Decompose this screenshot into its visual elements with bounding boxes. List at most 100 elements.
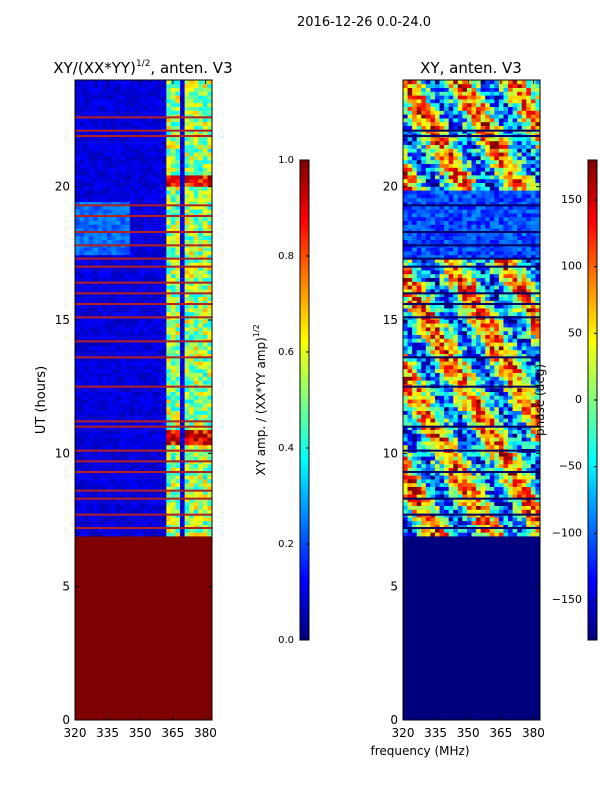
heatmap-cell	[161, 262, 167, 267]
heatmap-cell	[466, 471, 472, 476]
heatmap-cell	[166, 311, 172, 316]
heatmap-cell	[143, 156, 149, 161]
heatmap-cell	[79, 463, 85, 468]
heatmap-cell	[198, 433, 204, 438]
heatmap-cell	[508, 437, 513, 442]
heatmap-cell	[202, 292, 208, 297]
heatmap-cell	[102, 475, 108, 480]
heatmap-cell	[129, 494, 135, 499]
heatmap-cell	[193, 425, 199, 430]
heatmap-cell	[152, 380, 158, 385]
heatmap-cell	[425, 372, 431, 377]
heatmap-cell	[84, 254, 90, 259]
heatmap-cell	[152, 406, 158, 411]
heatmap-cell	[120, 418, 126, 423]
heatmap-cell	[111, 498, 117, 503]
heatmap-cell	[125, 285, 131, 290]
heatmap-cell	[143, 319, 149, 324]
heatmap-cell	[521, 422, 527, 427]
heatmap-cell	[170, 224, 176, 229]
heatmap-cell	[79, 323, 85, 328]
heatmap-cell	[88, 300, 94, 305]
heatmap-cell	[198, 330, 204, 335]
heatmap-cell	[517, 486, 523, 491]
heatmap-cell	[93, 273, 99, 278]
heatmap-cell	[184, 353, 190, 358]
heatmap-cell	[143, 467, 149, 472]
heatmap-cell	[97, 467, 103, 472]
heatmap-cell	[175, 99, 181, 104]
heatmap-cell	[521, 463, 527, 468]
heatmap-cell	[134, 216, 140, 221]
heatmap-cell	[93, 235, 99, 240]
heatmap-cell	[471, 532, 477, 537]
heatmap-cell	[138, 159, 144, 164]
heatmap-cell	[530, 433, 536, 438]
heatmap-cell	[202, 216, 208, 221]
heatmap-cell	[207, 403, 213, 408]
heatmap-cell	[202, 106, 208, 111]
heatmap-cell	[148, 205, 154, 210]
heatmap-cell	[75, 528, 80, 533]
heatmap-cell	[138, 406, 144, 411]
heatmap-cell	[116, 376, 122, 381]
heatmap-cell	[102, 486, 108, 491]
heatmap-cell	[152, 357, 158, 362]
heatmap-cell	[152, 452, 158, 457]
heatmap-cell	[198, 106, 204, 111]
heatmap-cell	[425, 509, 431, 514]
heatmap-cell	[180, 175, 185, 180]
heatmap-cell	[111, 528, 117, 533]
heatmap-cell	[111, 163, 117, 168]
heatmap-cell	[462, 437, 468, 442]
heatmap-cell	[521, 414, 527, 419]
heatmap-cell	[143, 346, 149, 351]
heatmap-cell	[129, 323, 135, 328]
heatmap-cell	[134, 342, 140, 347]
heatmap-cell	[79, 262, 85, 267]
heatmap-cell	[193, 175, 199, 180]
heatmap-cell	[170, 80, 176, 85]
heatmap-cell	[439, 444, 445, 449]
heatmap-cell	[180, 311, 185, 316]
heatmap-cell	[180, 441, 185, 446]
heatmap-cell	[202, 186, 208, 191]
heatmap-cell	[189, 137, 195, 142]
heatmap-cell	[180, 235, 185, 240]
panel-amplitude: XY/(XX*YY)1/2, anten. V3 320 335 350 365 380…	[34, 59, 233, 740]
heatmap-cell	[93, 296, 99, 301]
heatmap-cell	[125, 266, 131, 271]
heatmap-cell	[125, 444, 131, 449]
heatmap-cell	[116, 425, 122, 430]
heatmap-cell	[457, 456, 463, 461]
heatmap-cell	[75, 323, 80, 328]
heatmap-cell	[88, 505, 94, 510]
heatmap-cell	[189, 216, 195, 221]
heatmap-cell	[425, 437, 431, 442]
heatmap-cell	[430, 501, 436, 506]
heatmap-cell	[152, 80, 158, 85]
heatmap-cell	[170, 361, 176, 366]
heatmap-cell	[79, 235, 85, 240]
heatmap-cell	[166, 186, 172, 191]
heatmap-cell	[508, 387, 513, 392]
heatmap-cell	[138, 270, 144, 275]
heatmap-cell	[125, 224, 131, 229]
heatmap-cell	[421, 528, 427, 533]
heatmap-cell	[198, 342, 204, 347]
heatmap-cell	[152, 224, 158, 229]
heatmap-cell	[116, 452, 122, 457]
heatmap-cell	[79, 387, 85, 392]
heatmap-cell	[457, 429, 463, 434]
heatmap-cell	[79, 277, 85, 282]
heatmap-cell	[193, 532, 199, 537]
heatmap-cell	[170, 403, 176, 408]
heatmap-cell	[143, 83, 149, 88]
heatmap-cell	[202, 330, 208, 335]
heatmap-cell	[521, 429, 527, 434]
heatmap-cell	[125, 528, 131, 533]
heatmap-cell	[93, 357, 99, 362]
heatmap-cell	[116, 209, 122, 214]
heatmap-cell	[207, 148, 213, 153]
heatmap-cell	[111, 285, 117, 290]
